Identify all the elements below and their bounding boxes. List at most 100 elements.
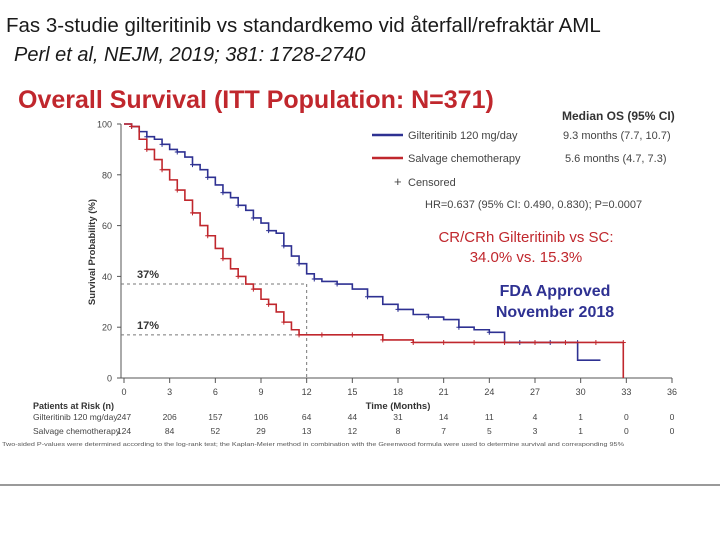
at-risk-value: 247 bbox=[117, 412, 131, 422]
x-ticks: 0 3 6 9 12 15 18 21 24 27 30 33 36 bbox=[121, 378, 677, 397]
at-risk-value: 4 bbox=[533, 412, 538, 422]
legend-header: Median OS (95% CI) bbox=[562, 109, 675, 123]
at-risk-value: 31 bbox=[393, 412, 403, 422]
censor-mark bbox=[266, 228, 272, 234]
x-tick-label: 9 bbox=[258, 387, 263, 397]
at-risk-value: 5 bbox=[487, 426, 492, 436]
at-risk-value: 12 bbox=[348, 426, 358, 436]
censor-mark bbox=[296, 332, 302, 338]
x-tick-label: 12 bbox=[302, 387, 312, 397]
legend-label-chemo: Salvage chemotherapy bbox=[408, 153, 521, 165]
y-tick-label: 0 bbox=[107, 374, 112, 384]
censor-mark bbox=[334, 281, 340, 287]
survival-curves bbox=[124, 123, 626, 378]
footnote: Two-sided P-values were determined accor… bbox=[2, 442, 624, 448]
at-risk-value: 206 bbox=[163, 412, 177, 422]
at-risk-value: 84 bbox=[165, 426, 175, 436]
slide-subtitle: Perl et al, NEJM, 2019; 381: 1728-2740 bbox=[14, 44, 366, 66]
at-risk-row-label-chemo: Salvage chemotherapy bbox=[33, 426, 121, 436]
at-risk-value: 0 bbox=[670, 426, 675, 436]
censor-mark bbox=[620, 339, 626, 345]
x-tick-label: 0 bbox=[121, 387, 126, 397]
censor-mark bbox=[205, 233, 211, 239]
at-risk-value: 11 bbox=[485, 412, 494, 422]
footer-divider bbox=[0, 484, 720, 486]
x-tick-label: 24 bbox=[484, 387, 494, 397]
censor-mark bbox=[441, 339, 447, 345]
censor-mark bbox=[319, 332, 325, 338]
at-risk-header: Patients at Risk (n) bbox=[33, 401, 114, 411]
at-risk-value: 7 bbox=[441, 426, 446, 436]
at-risk-value: 157 bbox=[208, 412, 222, 422]
y-tick-label: 20 bbox=[102, 323, 112, 333]
censor-mark bbox=[502, 339, 508, 345]
at-risk-value: 3 bbox=[533, 426, 538, 436]
censor-mark bbox=[159, 167, 165, 173]
censor-mark bbox=[365, 294, 371, 300]
censor-mark bbox=[250, 286, 256, 292]
legend-censored-label: Censored bbox=[408, 177, 456, 189]
at-risk-value: 0 bbox=[670, 412, 675, 422]
cr-annotation-line1: CR/CRh Gilteritinib vs SC: bbox=[438, 229, 613, 246]
at-risk-value: 14 bbox=[439, 412, 449, 422]
survival-curve-chemo bbox=[124, 123, 625, 378]
censor-mark bbox=[235, 273, 241, 279]
censor-mark bbox=[220, 256, 226, 262]
x-tick-label: 27 bbox=[530, 387, 540, 397]
at-risk-value: 124 bbox=[117, 426, 131, 436]
legend-median-gilteritinib: 9.3 months (7.7, 10.7) bbox=[563, 130, 671, 142]
at-risk-value: 106 bbox=[254, 412, 268, 422]
at-risk-value: 0 bbox=[624, 412, 629, 422]
at-risk-value: 1 bbox=[578, 426, 583, 436]
at-risk-value: 0 bbox=[624, 426, 629, 436]
at-risk-value: 44 bbox=[348, 412, 358, 422]
censor-mark bbox=[456, 324, 462, 330]
y-tick-label: 100 bbox=[97, 120, 112, 130]
at-risk-row-label-gilteritinib: Gilteritinib 120 mg/day bbox=[33, 412, 118, 422]
y-tick-label: 40 bbox=[102, 272, 112, 282]
x-tick-label: 18 bbox=[393, 387, 403, 397]
censor-mark bbox=[410, 339, 416, 345]
y-axis-label: Survival Probability (%) bbox=[87, 199, 98, 305]
at-risk-value: 8 bbox=[396, 426, 401, 436]
censor-mark bbox=[129, 124, 135, 130]
y-tick-label: 60 bbox=[102, 221, 112, 231]
at-risk-value: 52 bbox=[211, 426, 221, 436]
x-tick-label: 6 bbox=[213, 387, 218, 397]
y-tick-label: 80 bbox=[102, 170, 112, 180]
legend-censored-marker: + bbox=[394, 174, 402, 189]
censor-mark bbox=[311, 276, 317, 282]
at-risk-value: 1 bbox=[578, 412, 583, 422]
x-tick-label: 3 bbox=[167, 387, 172, 397]
censor-mark bbox=[471, 339, 477, 345]
fda-annotation-line2: November 2018 bbox=[496, 304, 614, 321]
censor-mark bbox=[296, 261, 302, 267]
censor-mark bbox=[250, 215, 256, 221]
censor-mark bbox=[174, 149, 180, 155]
cr-annotation-line2: 34.0% vs. 15.3% bbox=[470, 249, 583, 266]
chart-title: Overall Survival (ITT Population: N=371) bbox=[18, 86, 494, 114]
censor-mark bbox=[486, 329, 492, 335]
censor-mark bbox=[349, 332, 355, 338]
legend-label-gilteritinib: Gilteritinib 120 mg/day bbox=[408, 130, 518, 142]
censor-mark bbox=[281, 243, 287, 249]
at-risk-value: 64 bbox=[302, 412, 312, 422]
x-tick-label: 33 bbox=[621, 387, 631, 397]
censor-mark bbox=[395, 306, 401, 312]
hr-annotation: HR=0.637 (95% CI: 0.490, 0.830); P=0.000… bbox=[425, 199, 642, 211]
at-risk-value: 29 bbox=[256, 426, 266, 436]
ref-line-label: 17% bbox=[137, 320, 159, 332]
censor-mark bbox=[380, 337, 386, 343]
censor-mark bbox=[425, 314, 431, 320]
reference-lines: 37% 17% bbox=[121, 269, 308, 378]
x-axis-label: Time (Months) bbox=[366, 401, 431, 412]
censor-mark bbox=[266, 301, 272, 307]
x-tick-label: 21 bbox=[439, 387, 449, 397]
censor-mark bbox=[593, 339, 599, 345]
x-tick-label: 15 bbox=[347, 387, 357, 397]
censor-mark bbox=[144, 146, 150, 152]
legend-median-chemo: 5.6 months (4.7, 7.3) bbox=[565, 153, 667, 165]
censor-mark bbox=[220, 190, 226, 196]
censor-mark bbox=[281, 319, 287, 325]
